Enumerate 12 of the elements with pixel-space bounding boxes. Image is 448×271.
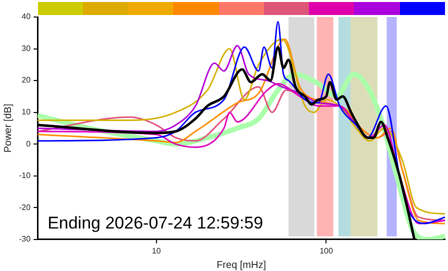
y-tick-label: 0 xyxy=(26,139,32,148)
x-tick-label: 100 xyxy=(320,246,334,256)
y-tick-label: -10 xyxy=(19,171,32,180)
y-tick-label: 20 xyxy=(22,76,32,85)
annotation: Ending 2026-07-24 12:59:59 xyxy=(48,214,264,233)
y-tick-label: 10 xyxy=(22,108,32,117)
y-tick-label: 40 xyxy=(22,12,32,22)
x-axis-title: Freq [mHz] xyxy=(216,260,266,271)
y-tick-label: -30 xyxy=(19,234,32,244)
y-tick-label: 30 xyxy=(22,44,32,53)
y-tick-label: -20 xyxy=(19,202,32,212)
y-axis-title: Power [dB] xyxy=(2,104,14,153)
